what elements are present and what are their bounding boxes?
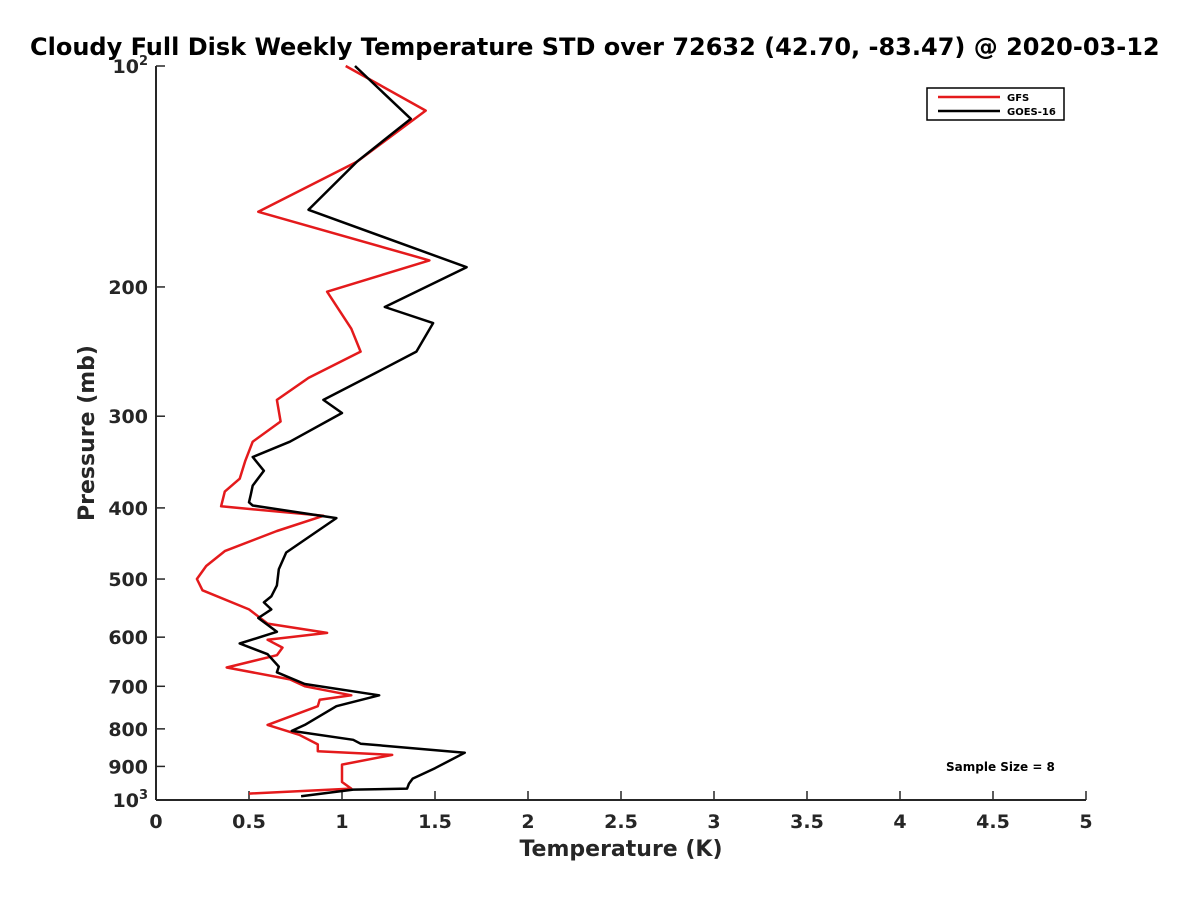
x-tick-label: 2.5 xyxy=(604,811,638,833)
x-tick-label: 1.5 xyxy=(418,811,452,833)
legend: GFS GOES-16 xyxy=(926,87,1065,121)
x-tick-label: 4.5 xyxy=(976,811,1010,833)
x-tick-label: 0 xyxy=(149,811,162,833)
plot-area xyxy=(155,66,1086,801)
y-tick-label: 200 xyxy=(108,277,148,299)
x-tick-label: 0.5 xyxy=(232,811,266,833)
x-axis-ticks: 0 0.5 1 1.5 2 2.5 3 3.5 4 4.5 5 xyxy=(149,791,1093,833)
sample-size-annotation: Sample Size = 8 xyxy=(946,760,1055,774)
y-axis-label: Pressure (mb) xyxy=(75,345,100,521)
y-tick-label: 900 xyxy=(108,756,148,778)
y-tick-label: 600 xyxy=(108,627,148,649)
y-tick-label: 500 xyxy=(108,569,148,591)
x-tick-label: 1 xyxy=(335,811,348,833)
series-line-gfs xyxy=(195,64,431,795)
y-tick-label: 700 xyxy=(108,676,148,698)
legend-label-goes16: GOES-16 xyxy=(1007,107,1056,118)
series-line-goes16 xyxy=(238,65,468,798)
x-tick-label: 5 xyxy=(1079,811,1092,833)
y-axis-ticks: 102 200 300 400 500 600 700 800 900 103 xyxy=(108,54,165,812)
legend-label-gfs: GFS xyxy=(1007,93,1029,104)
y-tick-label: 800 xyxy=(108,719,148,741)
x-axis-label: Temperature (K) xyxy=(519,837,722,862)
chart-title: Cloudy Full Disk Weekly Temperature STD … xyxy=(30,33,1160,61)
x-tick-label: 4 xyxy=(893,811,906,833)
y-tick-label: 102 xyxy=(113,54,149,78)
series-lines xyxy=(195,64,468,798)
y-tick-label: 400 xyxy=(108,498,148,520)
x-tick-label: 3.5 xyxy=(790,811,824,833)
legend-box xyxy=(926,87,1065,121)
y-tick-label: 300 xyxy=(108,406,148,428)
x-tick-label: 3 xyxy=(707,811,720,833)
x-tick-label: 2 xyxy=(521,811,534,833)
y-tick-label: 103 xyxy=(113,788,149,812)
